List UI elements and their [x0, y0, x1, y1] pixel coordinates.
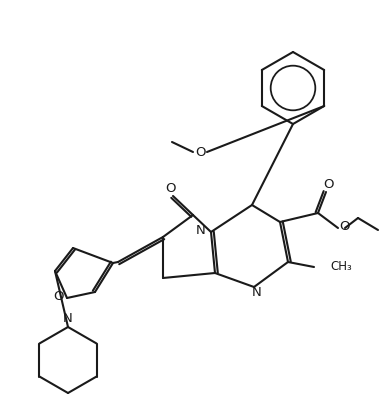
Text: O: O: [166, 181, 176, 195]
Text: N: N: [196, 223, 206, 237]
Text: N: N: [63, 312, 73, 325]
Text: CH₃: CH₃: [330, 260, 352, 273]
Text: O: O: [195, 146, 205, 158]
Text: O: O: [53, 290, 63, 304]
Text: O: O: [323, 178, 333, 191]
Text: O: O: [340, 220, 350, 233]
Text: N: N: [252, 285, 262, 299]
